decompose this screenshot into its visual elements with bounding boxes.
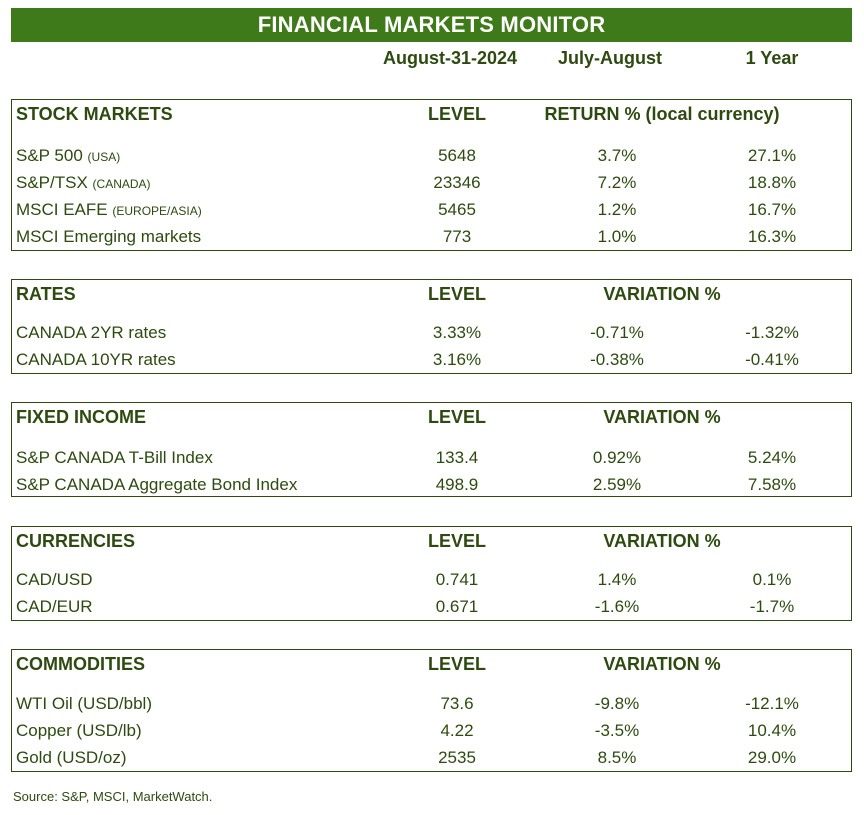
row-year-variation: -0.41%	[745, 350, 799, 369]
row-level: 23346	[433, 173, 481, 192]
section-title: CURRENCIES	[16, 531, 136, 551]
row-year-return: 27.1%	[747, 146, 797, 165]
row-name: MSCI EAFE	[16, 200, 108, 219]
row-name: CANADA 10YR rates	[16, 350, 176, 369]
row-level: 5648	[438, 146, 476, 165]
section-currencies: CURRENCIES LEVEL VARIATION % CAD/USD 0.7…	[11, 526, 852, 621]
row-name: S&P 500	[16, 146, 83, 165]
section-header: FIXED INCOME LEVEL VARIATION %	[12, 407, 851, 433]
column-header-year: 1 Year	[745, 48, 799, 68]
variation-header: VARIATION %	[603, 531, 721, 551]
section-rates: RATES LEVEL VARIATION % CANADA 2YR rates…	[11, 279, 852, 374]
row-period-variation: 1.4%	[597, 570, 637, 589]
column-header-period: July-August	[557, 48, 662, 68]
level-header: LEVEL	[427, 407, 486, 427]
row-period-variation: 8.5%	[597, 748, 637, 767]
section-title: COMMODITIES	[16, 654, 145, 674]
table-row: S&P 500 (USA) 5648 3.7% 27.1%	[12, 146, 851, 172]
section-title: RATES	[16, 284, 76, 304]
row-name: CAD/EUR	[16, 597, 93, 616]
row-period-return: 3.7%	[597, 146, 637, 165]
row-year-variation: 10.4%	[747, 721, 797, 740]
table-row: CAD/USD 0.741 1.4% 0.1%	[12, 570, 851, 596]
row-year-variation: 0.1%	[752, 570, 792, 589]
row-period-variation: -1.6%	[594, 597, 640, 616]
row-name: Copper (USD/lb)	[16, 721, 142, 740]
section-header: COMMODITIES LEVEL VARIATION %	[12, 654, 851, 680]
row-name: S&P CANADA T-Bill Index	[16, 448, 213, 467]
table-row: Copper (USD/lb) 4.22 -3.5% 10.4%	[12, 721, 851, 747]
row-name: S&P/TSX	[16, 173, 88, 192]
row-year-variation: -1.7%	[749, 597, 795, 616]
section-fixed-income: FIXED INCOME LEVEL VARIATION % S&P CANAD…	[11, 402, 852, 497]
table-row: CANADA 2YR rates 3.33% -0.71% -1.32%	[12, 323, 851, 349]
row-period-variation: -0.71%	[590, 323, 644, 342]
row-note: (USA)	[87, 150, 121, 164]
row-year-return: 18.8%	[747, 173, 797, 192]
row-level: 0.741	[435, 570, 479, 589]
section-title: FIXED INCOME	[16, 407, 147, 427]
row-period-variation: 2.59%	[592, 475, 642, 494]
row-name: CAD/USD	[16, 570, 93, 589]
row-level: 3.33%	[432, 323, 482, 342]
variation-header: RETURN % (local currency)	[544, 104, 780, 124]
row-period-variation: 0.92%	[592, 448, 642, 467]
row-level: 3.16%	[432, 350, 482, 369]
row-level: 498.9	[435, 475, 479, 494]
table-row: WTI Oil (USD/bbl) 73.6 -9.8% -12.1%	[12, 694, 851, 720]
row-level: 73.6	[440, 694, 474, 713]
row-level: 2535	[438, 748, 476, 767]
variation-header: VARIATION %	[603, 284, 721, 304]
row-level: 5465	[438, 200, 476, 219]
row-name: WTI Oil (USD/bbl)	[16, 694, 152, 713]
table-row: CAD/EUR 0.671 -1.6% -1.7%	[12, 597, 851, 623]
table-row: MSCI EAFE (EUROPE/ASIA) 5465 1.2% 16.7%	[12, 200, 851, 226]
section-commodities: COMMODITIES LEVEL VARIATION % WTI Oil (U…	[11, 649, 852, 772]
row-year-variation: 29.0%	[747, 748, 797, 767]
source-note: Source: S&P, MSCI, MarketWatch.	[13, 789, 213, 804]
row-note: (CANADA)	[92, 177, 151, 191]
page-title: FINANCIAL MARKETS MONITOR	[11, 8, 852, 42]
row-period-return: 1.0%	[597, 227, 637, 246]
table-row: CANADA 10YR rates 3.16% -0.38% -0.41%	[12, 350, 851, 376]
row-level: 0.671	[435, 597, 479, 616]
table-row: Gold (USD/oz) 2535 8.5% 29.0%	[12, 748, 851, 774]
section-header: RATES LEVEL VARIATION %	[12, 284, 851, 310]
table-row: MSCI Emerging markets 773 1.0% 16.3%	[12, 227, 851, 253]
row-name: Gold (USD/oz)	[16, 748, 127, 767]
section-header: CURRENCIES LEVEL VARIATION %	[12, 531, 851, 557]
table-row: S&P/TSX (CANADA) 23346 7.2% 18.8%	[12, 173, 851, 199]
variation-header: VARIATION %	[603, 407, 721, 427]
section-header: STOCK MARKETS LEVEL RETURN % (local curr…	[12, 104, 851, 130]
row-level: 4.22	[440, 721, 474, 740]
table-row: S&P CANADA T-Bill Index 133.4 0.92% 5.24…	[12, 448, 851, 474]
row-period-return: 7.2%	[597, 173, 637, 192]
row-year-variation: -12.1%	[745, 694, 799, 713]
section-stock-markets: STOCK MARKETS LEVEL RETURN % (local curr…	[11, 99, 852, 251]
row-name: MSCI Emerging markets	[16, 227, 202, 246]
level-header: LEVEL	[427, 654, 486, 674]
section-title: STOCK MARKETS	[16, 104, 173, 124]
row-period-return: 1.2%	[597, 200, 637, 219]
row-name: S&P CANADA Aggregate Bond Index	[16, 475, 298, 494]
row-year-variation: 5.24%	[747, 448, 797, 467]
level-header: LEVEL	[427, 284, 486, 304]
row-note: (EUROPE/ASIA)	[112, 204, 202, 218]
row-year-return: 16.7%	[747, 200, 797, 219]
variation-header: VARIATION %	[603, 654, 721, 674]
row-year-variation: -1.32%	[745, 323, 799, 342]
table-row: S&P CANADA Aggregate Bond Index 498.9 2.…	[12, 475, 851, 501]
row-level: 773	[442, 227, 472, 246]
row-period-variation: -3.5%	[594, 721, 640, 740]
level-header: LEVEL	[427, 531, 486, 551]
level-header: LEVEL	[427, 104, 486, 124]
row-period-variation: -0.38%	[590, 350, 644, 369]
row-year-variation: 7.58%	[747, 475, 797, 494]
row-year-return: 16.3%	[747, 227, 797, 246]
column-header-date: August-31-2024	[382, 48, 518, 68]
row-level: 133.4	[435, 448, 479, 467]
row-period-variation: -9.8%	[594, 694, 640, 713]
row-name: CANADA 2YR rates	[16, 323, 167, 342]
